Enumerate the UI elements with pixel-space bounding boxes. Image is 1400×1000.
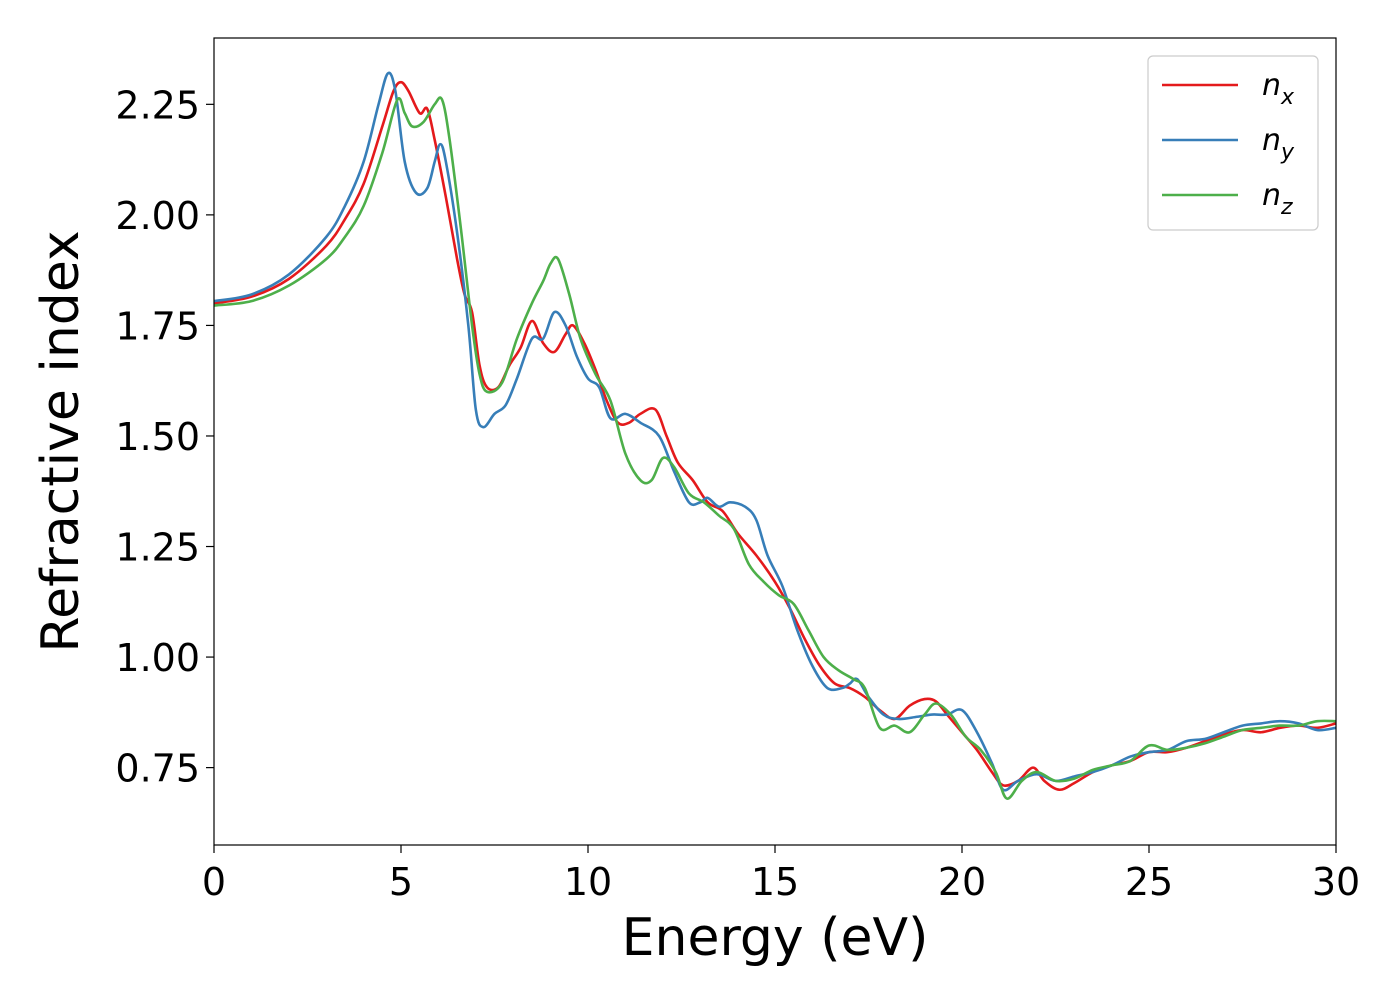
x-tick-label: 0 (202, 860, 226, 904)
y-tick-label: 2.00 (115, 194, 200, 238)
y-axis-ticks: 0.75 1.00 1.25 1.50 1.75 2.00 2.25 (115, 83, 214, 791)
x-tick-label: 5 (389, 860, 413, 904)
y-tick-label: 1.25 (115, 526, 200, 570)
y-tick-label: 1.75 (115, 304, 200, 348)
x-tick-label: 10 (564, 860, 612, 904)
legend-label-y: ny (1262, 123, 1295, 165)
legend-label-base: n (1262, 178, 1281, 213)
legend-box (1147, 55, 1319, 231)
y-tick-label: 1.00 (115, 636, 200, 680)
x-tick-label: 30 (1312, 860, 1360, 904)
x-axis-title: Energy (eV) (622, 908, 929, 968)
x-axis-ticks: 0 5 10 15 20 25 30 (202, 845, 1360, 904)
y-tick-label: 1.50 (115, 415, 200, 459)
legend-label-x: nx (1262, 68, 1295, 110)
legend-label-base: n (1262, 68, 1281, 103)
legend-label-subscript: x (1280, 85, 1295, 110)
series-lines (214, 71, 1336, 800)
legend-label-z: nz (1262, 178, 1293, 220)
x-tick-label: 20 (938, 860, 986, 904)
legend-label-subscript: y (1280, 140, 1295, 165)
x-tick-label: 15 (751, 860, 799, 904)
y-axis-title: Refractive index (31, 230, 91, 652)
series-line-z (214, 96, 1336, 800)
y-tick-label: 0.75 (115, 747, 200, 791)
legend-label-base: n (1262, 123, 1281, 158)
x-tick-label: 25 (1125, 860, 1173, 904)
series-line-y (214, 71, 1336, 792)
legend-label-subscript: z (1280, 195, 1293, 220)
y-tick-label: 2.25 (115, 83, 200, 127)
